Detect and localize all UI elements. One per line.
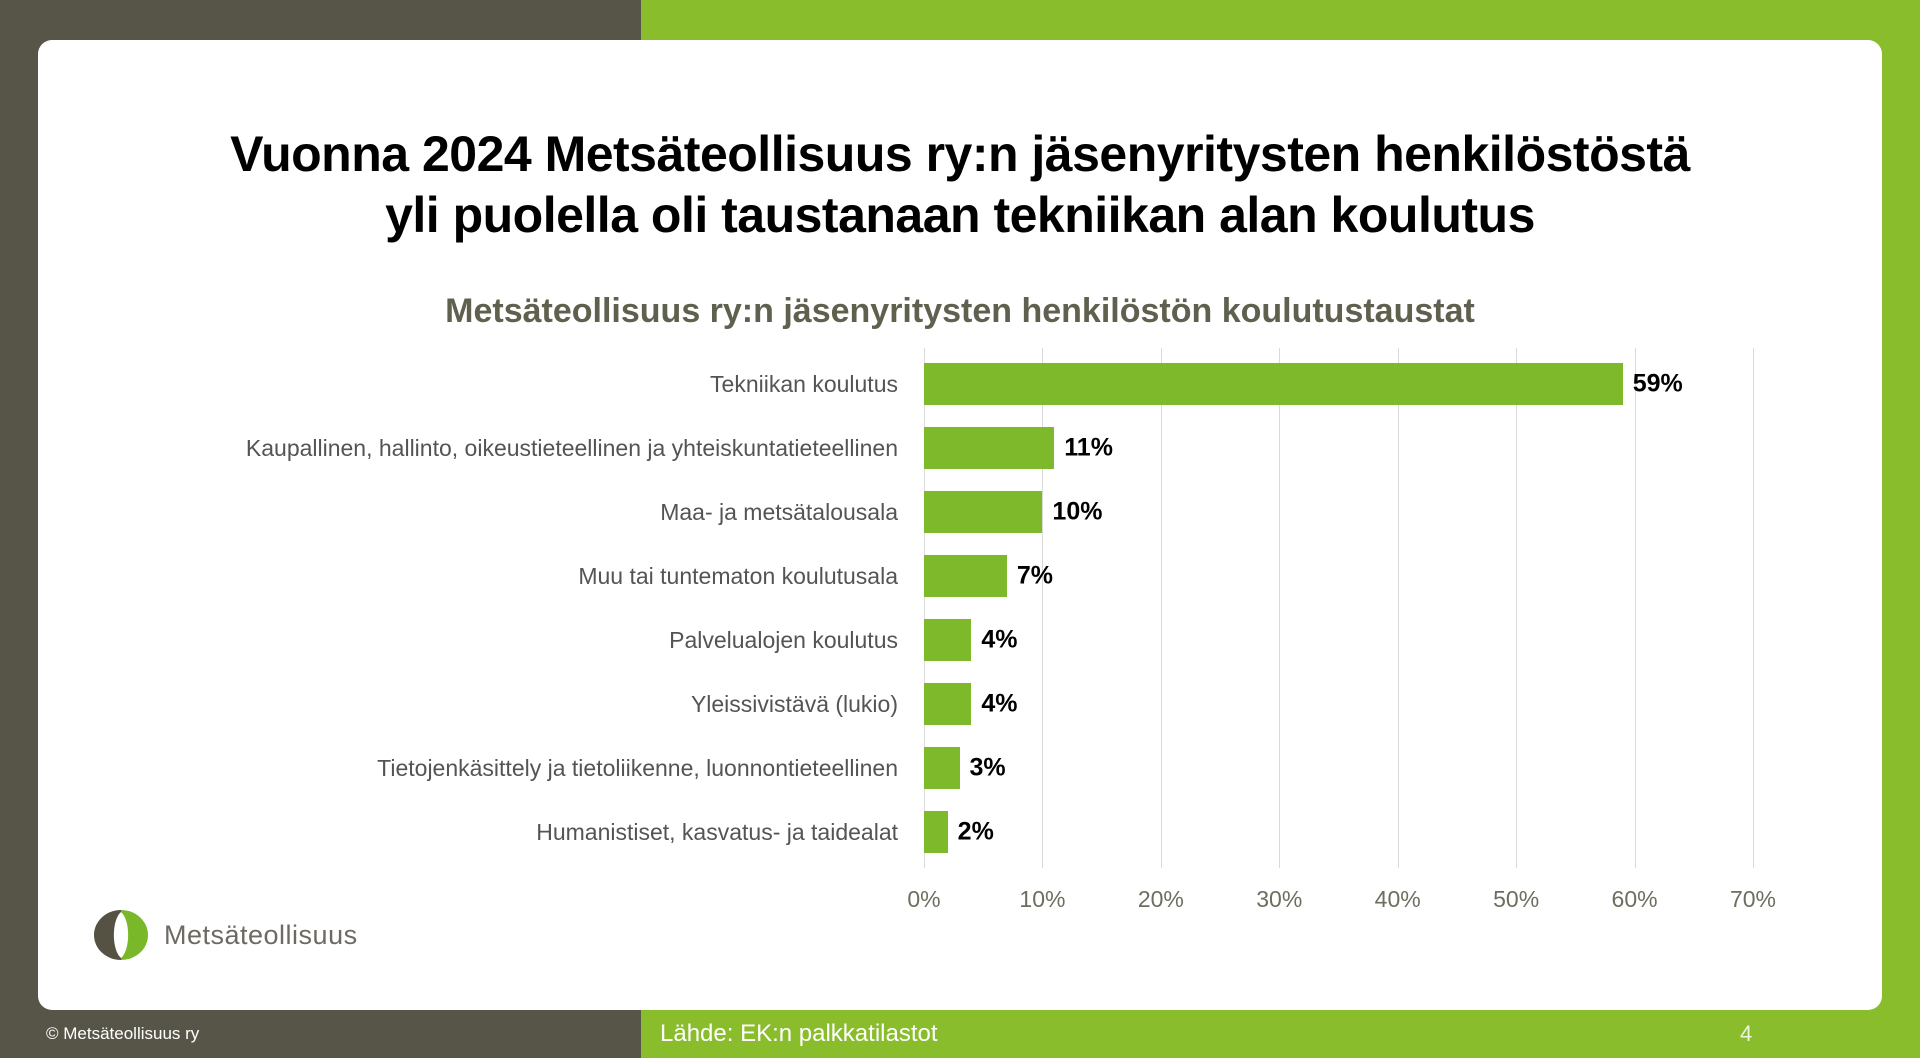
page-number: 4 bbox=[1740, 1021, 1753, 1046]
category-label: Muu tai tuntematon koulutusala bbox=[578, 562, 898, 589]
value-label: 11% bbox=[1064, 433, 1113, 462]
bar bbox=[924, 683, 972, 725]
footer: © Metsäteollisuus ry Lähde: EK:n palkkat… bbox=[0, 1010, 1920, 1058]
logo-text: Metsäteollisuus bbox=[164, 919, 358, 950]
category-label: Yleissivistävä (lukio) bbox=[690, 690, 898, 717]
x-axis: 0% 10% 20% 30% 40% 50% 60% 70% bbox=[38, 886, 1882, 916]
slide-title-line2: yli puolella oli taustanaan tekniikan al… bbox=[385, 187, 1535, 243]
gridline bbox=[924, 348, 925, 868]
chart-row: Kaupallinen, hallinto, oikeustieteelline… bbox=[38, 416, 1882, 480]
x-tick-label: 50% bbox=[1493, 886, 1540, 912]
chart-rows: Tekniikan koulutus 59% Kaupallinen, hallin… bbox=[38, 352, 1882, 864]
gridline bbox=[1160, 348, 1162, 868]
value-label: 4% bbox=[981, 689, 1018, 718]
value-label: 7% bbox=[1016, 561, 1054, 590]
category-label: Palvelualojen koulutus bbox=[669, 626, 898, 653]
value-label: 4% bbox=[981, 625, 1018, 654]
x-tick-label: 70% bbox=[1729, 886, 1777, 912]
x-tick-label: 20% bbox=[1137, 886, 1184, 912]
gridline bbox=[1516, 348, 1518, 868]
chart-row: Tietojenkäsittely ja tietoliikenne, luon… bbox=[38, 736, 1882, 800]
bar-track: 2% bbox=[924, 800, 1882, 864]
chart-row: Palvelualojen koulutus 4% bbox=[38, 608, 1882, 672]
category-label: Humanistiset, kasvatus- ja taidealat bbox=[536, 818, 898, 845]
gridline bbox=[1753, 348, 1754, 868]
footer-right: Lähde: EK:n palkkatilastot 4 bbox=[641, 1010, 1920, 1058]
slide-card: Vuonna 2024 Metsäteollisuus ry:n jäsenyr… bbox=[38, 40, 1882, 1010]
value-label: 2% bbox=[957, 817, 994, 846]
value-label: 10% bbox=[1052, 497, 1103, 526]
gridline bbox=[1397, 348, 1399, 868]
x-tick-label: 30% bbox=[1256, 886, 1303, 912]
logo: Metsäteollisuus bbox=[94, 910, 358, 960]
chart-row: Yleissivistävä (lukio) 4% bbox=[38, 672, 1882, 736]
bar-track: 4% bbox=[924, 608, 1882, 672]
bar-chart: Tekniikan koulutus 59% Kaupallinen, hallin… bbox=[38, 40, 1882, 1010]
chart-title: Metsäteollisuus ry:n jäsenyritysten henk… bbox=[445, 292, 1475, 330]
chart-gridlines bbox=[38, 348, 1882, 868]
bar-track: 4% bbox=[924, 672, 1882, 736]
category-label: Maa- ja metsätalousala bbox=[660, 498, 898, 525]
bar-track: 3% bbox=[924, 736, 1882, 800]
chart-row: Maa- ja metsätalousala 10% bbox=[38, 480, 1882, 544]
slide-title-line1: Vuonna 2024 Metsäteollisuus ry:n jäsenyr… bbox=[230, 126, 1690, 182]
bar bbox=[924, 555, 1007, 597]
copyright-text: © Metsäteollisuus ry bbox=[46, 1024, 200, 1043]
value-label: 59% bbox=[1632, 369, 1683, 398]
chart-row: Humanistiset, kasvatus- ja taidealat 2% bbox=[38, 800, 1882, 864]
chart-row: Tekniikan koulutus 59% bbox=[38, 352, 1882, 416]
metsateollisuus-logo-icon bbox=[94, 910, 148, 960]
gridline bbox=[1279, 348, 1281, 868]
bar-track: 10% bbox=[924, 480, 1882, 544]
bar-track: 11% bbox=[924, 416, 1882, 480]
bar-track: 7% bbox=[924, 544, 1882, 608]
bar bbox=[924, 491, 1043, 533]
bar bbox=[924, 747, 960, 789]
bar-track: 59% bbox=[924, 352, 1882, 416]
gridline bbox=[1634, 348, 1636, 868]
x-tick-label: 10% bbox=[1019, 886, 1066, 912]
footer-left: © Metsäteollisuus ry bbox=[0, 1010, 641, 1058]
chart-row: Muu tai tuntematon koulutusala 7% bbox=[38, 544, 1882, 608]
slide-title: Vuonna 2024 Metsäteollisuus ry:n jäsenyr… bbox=[38, 124, 1882, 246]
source-text: Lähde: EK:n palkkatilastot bbox=[660, 1020, 938, 1047]
gridline bbox=[1042, 348, 1044, 868]
category-label: Tekniikan koulutus bbox=[710, 370, 898, 397]
x-tick-label: 60% bbox=[1611, 886, 1658, 912]
bar bbox=[924, 363, 1623, 405]
bar bbox=[924, 811, 948, 853]
value-label: 3% bbox=[969, 753, 1006, 782]
x-tick-label: 0% bbox=[907, 886, 941, 912]
x-tick-label: 40% bbox=[1374, 886, 1421, 912]
bar bbox=[924, 619, 972, 661]
category-label: Kaupallinen, hallinto, oikeustieteelline… bbox=[245, 434, 898, 461]
category-label: Tietojenkäsittely ja tietoliikenne, luon… bbox=[377, 754, 898, 781]
bar bbox=[924, 427, 1055, 469]
